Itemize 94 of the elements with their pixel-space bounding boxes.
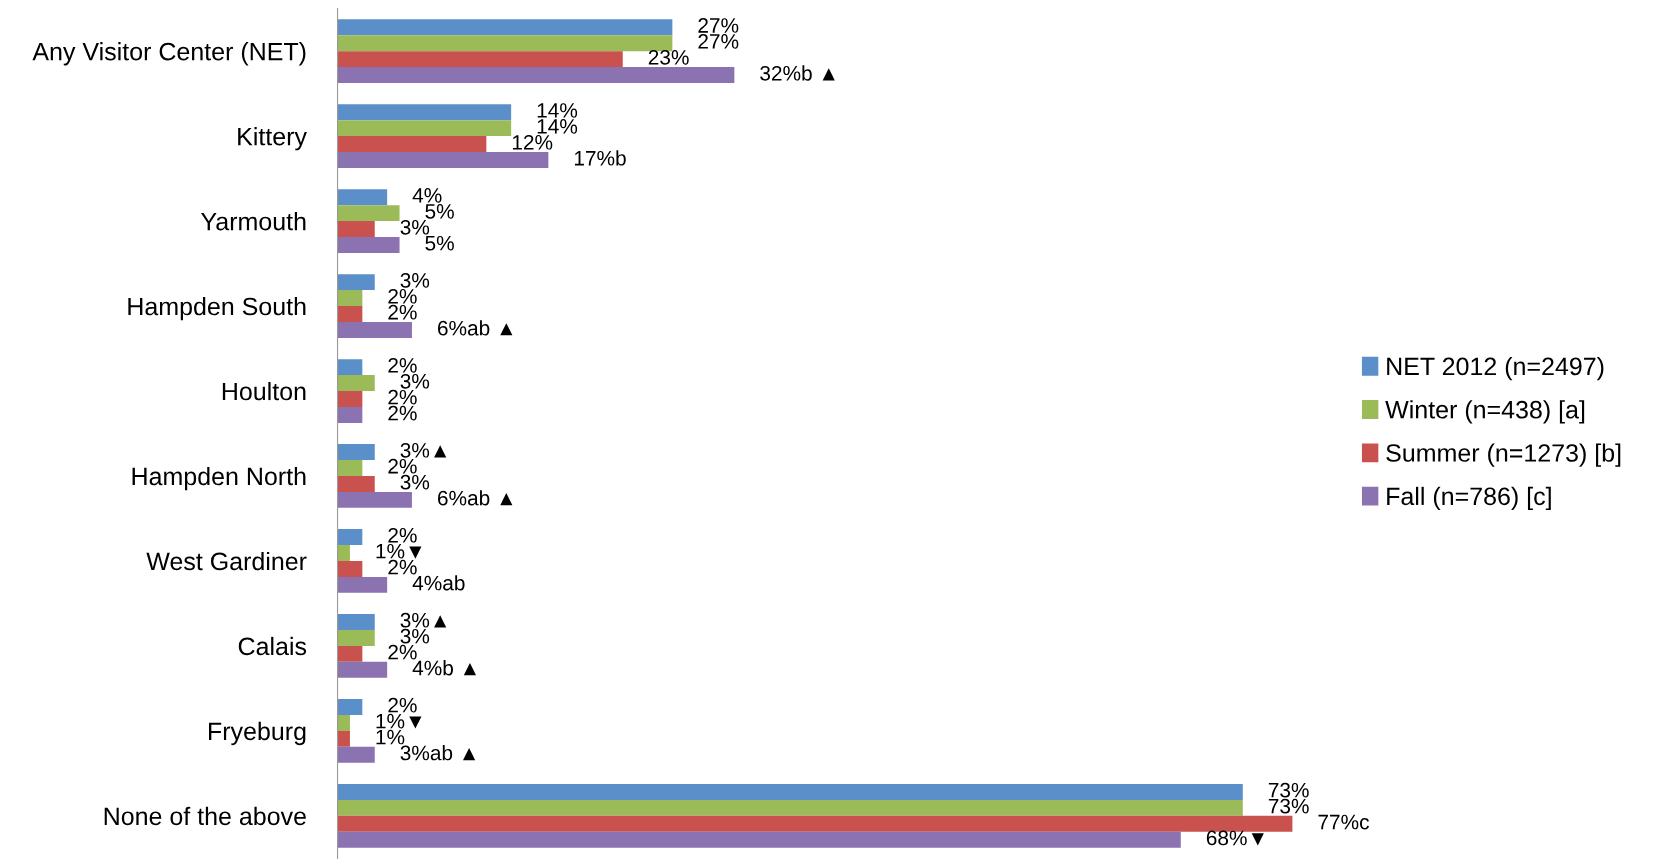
bar xyxy=(337,104,512,121)
data-label: 2% xyxy=(388,458,417,474)
data-label: 5% xyxy=(425,204,454,219)
bar xyxy=(337,831,1181,848)
bar xyxy=(337,629,375,646)
data-label: 3%ab ▲ xyxy=(400,745,476,761)
data-label: 14% xyxy=(537,103,578,118)
data-label: 6%ab ▲ xyxy=(438,490,513,506)
bar xyxy=(337,460,363,476)
data-label: 32%b ▲ xyxy=(760,65,835,81)
y-tick-label: Yarmouth xyxy=(201,212,306,231)
data-label: 77%c xyxy=(1318,814,1369,830)
bar xyxy=(337,444,375,461)
data-label: 2% xyxy=(388,389,417,405)
data-label: 3% xyxy=(400,219,430,235)
bar xyxy=(337,274,375,291)
y-tick-label: Fryeburg xyxy=(209,721,306,746)
bar xyxy=(337,746,375,763)
bar xyxy=(337,306,363,322)
data-label: 5% xyxy=(425,235,454,251)
bar xyxy=(337,799,1243,816)
bar xyxy=(337,730,350,747)
bar xyxy=(337,491,412,508)
data-label: 4%b ▲ xyxy=(412,660,477,676)
data-label: 2% xyxy=(388,304,417,320)
bar xyxy=(337,321,412,338)
data-label: 12% xyxy=(512,134,553,150)
bar xyxy=(337,152,549,168)
data-label: 6%ab ▲ xyxy=(438,320,513,336)
bar xyxy=(337,714,350,731)
data-label: 1%▼ xyxy=(376,713,422,729)
bar xyxy=(337,475,375,492)
data-label: 23% xyxy=(648,49,689,65)
data-label: 2% xyxy=(388,357,417,373)
bar xyxy=(337,290,363,307)
data-label: 27% xyxy=(698,18,739,33)
data-label: 2% xyxy=(388,644,417,660)
bar xyxy=(337,205,400,222)
data-label: 27% xyxy=(698,34,739,49)
data-label: 4% xyxy=(412,188,442,203)
data-label: 3% xyxy=(400,373,430,389)
legend-label: Winter (n=438) [a] xyxy=(1385,400,1585,424)
y-tick-label: Any Visitor Center (NET) xyxy=(32,42,306,66)
data-label: 3%▲ xyxy=(400,612,447,628)
data-label: 1%▼ xyxy=(376,543,422,559)
data-label: 73% xyxy=(1268,782,1309,798)
data-label: 1% xyxy=(376,729,405,745)
bar xyxy=(337,783,1243,800)
data-label: 3% xyxy=(400,474,430,490)
bar xyxy=(337,35,673,52)
data-label: 2% xyxy=(388,559,417,575)
legend-label: Fall (n=786) [c] xyxy=(1387,486,1551,511)
data-label: 2% xyxy=(388,288,417,304)
data-label: 68%▼ xyxy=(1206,830,1264,846)
bar xyxy=(337,221,375,238)
bar xyxy=(337,699,363,715)
bar xyxy=(337,67,735,84)
data-label: 2% xyxy=(388,405,417,421)
y-tick-label: Houlton xyxy=(222,381,306,401)
bar xyxy=(337,359,363,376)
bar xyxy=(337,19,673,36)
bar xyxy=(337,375,375,392)
y-tick-label: None of the above xyxy=(104,806,306,826)
bar xyxy=(337,545,350,561)
y-tick-label: Calais xyxy=(238,636,307,656)
bar xyxy=(337,237,400,253)
bar xyxy=(337,560,363,577)
bar xyxy=(337,406,363,423)
data-label: 3% xyxy=(400,272,430,288)
data-label: 2% xyxy=(388,527,417,543)
bar xyxy=(337,120,512,137)
data-label: 17%b xyxy=(574,150,626,166)
data-label: 3%▲ xyxy=(400,442,447,458)
legend-label: NET 2012 (n=2497) xyxy=(1387,356,1604,381)
data-label: 2% xyxy=(388,697,417,713)
bar xyxy=(337,661,388,678)
bar xyxy=(337,614,375,630)
bar xyxy=(337,189,388,206)
bar xyxy=(337,51,623,68)
bar xyxy=(337,645,363,662)
bar xyxy=(337,529,363,546)
y-tick-label: West Gardiner xyxy=(146,551,307,571)
data-label: 14% xyxy=(537,119,578,134)
data-label: 73% xyxy=(1268,798,1309,814)
bar xyxy=(337,391,363,407)
bar xyxy=(337,136,487,153)
data-label: 3% xyxy=(400,628,430,644)
y-tick-label: Kittery xyxy=(238,127,307,151)
bar xyxy=(337,576,388,593)
y-tick-label: Hampden South xyxy=(128,296,306,321)
y-tick-label: Hampden North xyxy=(132,466,306,491)
legend-label: Summer (n=1273) [b] xyxy=(1386,443,1621,467)
data-label: 4%ab xyxy=(412,575,465,591)
bar xyxy=(337,815,1293,832)
